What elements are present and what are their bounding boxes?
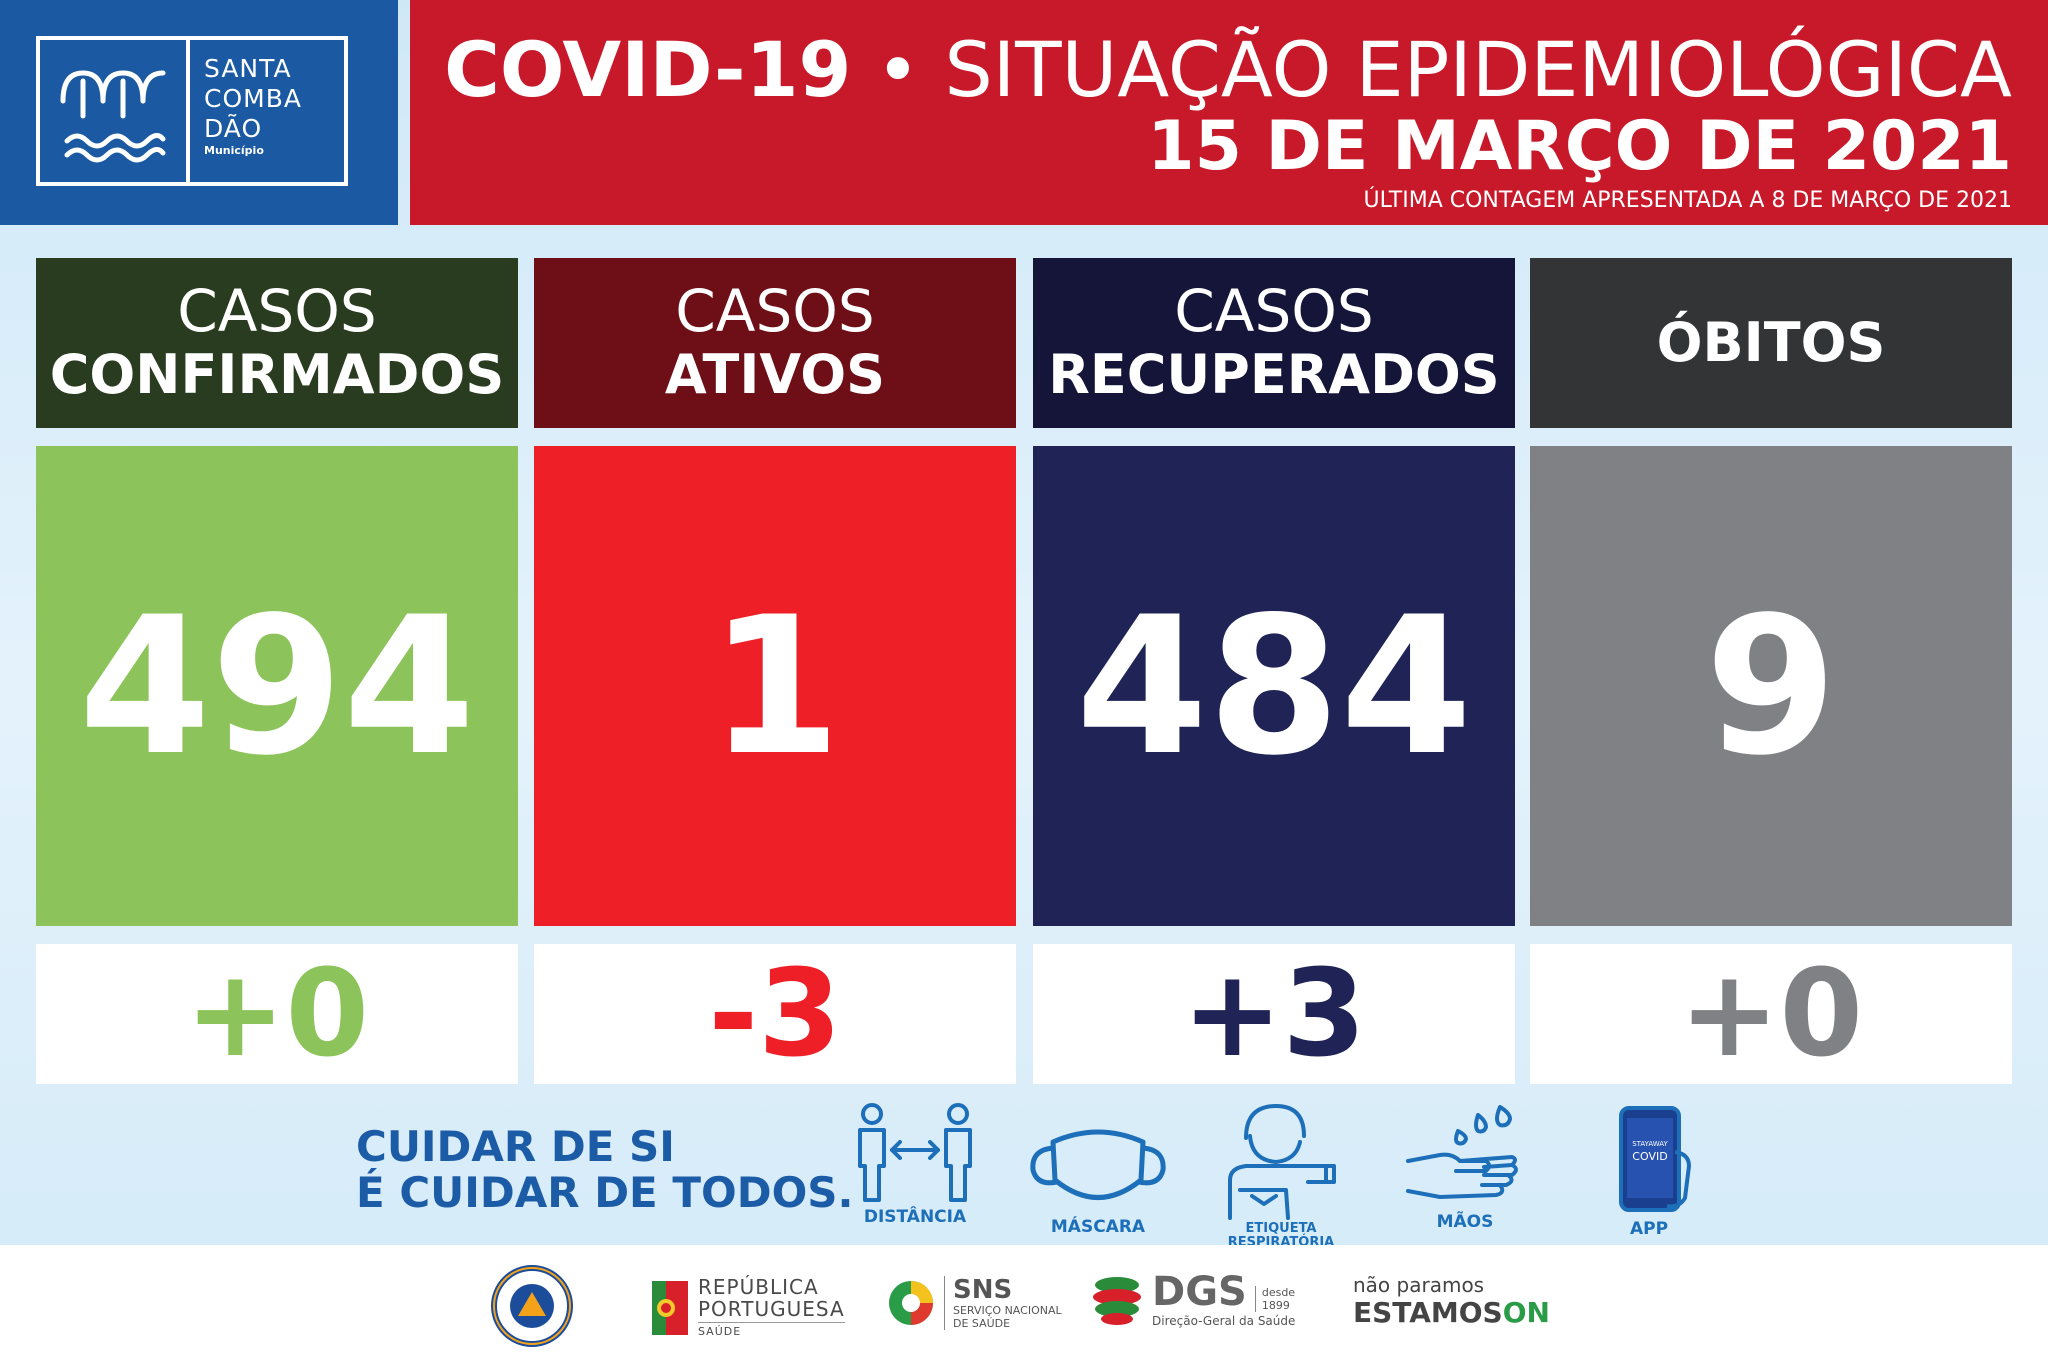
- republica-portuguesa-logo: REPÚBLICA PORTUGUESA SAÚDE: [652, 1276, 845, 1339]
- stat-header: CASOS RECUPERADOS: [1033, 258, 1515, 428]
- stat-delta: +3: [1033, 944, 1515, 1084]
- stat-label-line2: CONFIRMADOS: [49, 343, 505, 406]
- distance-icon: [858, 1103, 972, 1202]
- care-label: MÃOS: [1436, 1212, 1494, 1232]
- stat-delta: +0: [36, 944, 518, 1084]
- logo-subtitle: Município: [204, 144, 264, 157]
- republica-line2: PORTUGUESA: [698, 1297, 845, 1321]
- sns-title: SNS: [953, 1275, 1013, 1305]
- stat-label-line2: ÓBITOS: [1656, 311, 1886, 374]
- app-screen-line2: COVID: [1632, 1150, 1667, 1163]
- dgs-sub: Direção-Geral da Saúde: [1152, 1314, 1296, 1328]
- stat-value: 484: [1033, 446, 1515, 926]
- app-screen-line1: STAYAWAY: [1632, 1140, 1668, 1148]
- civil-protection-seal: [490, 1264, 574, 1348]
- title-bold: COVID-19: [444, 25, 852, 114]
- care-mask: MÁSCARA: [1023, 1120, 1173, 1236]
- header-banner: COVID-19 • SITUAÇÃO EPIDEMIOLÓGICA 15 DE…: [410, 0, 2048, 225]
- slogan-line1: CUIDAR DE SI: [356, 1122, 675, 1171]
- care-label: APP: [1629, 1219, 1669, 1239]
- stat-header: CASOS ATIVOS: [534, 258, 1016, 428]
- stat-value: 494: [36, 446, 518, 926]
- dgs-logo: DGS desde 1899 Direção-Geral da Saúde: [1090, 1272, 1295, 1328]
- page-title: COVID-19 • SITUAÇÃO EPIDEMIOLÓGICA: [410, 0, 2012, 110]
- report-date: 15 DE MARÇO DE 2021: [1147, 107, 2012, 186]
- title-rest: • SITUAÇÃO EPIDEMIOLÓGICA: [875, 25, 2012, 114]
- logo-name-line: DÃO: [204, 114, 263, 143]
- dgs-since-label: desde: [1261, 1286, 1296, 1299]
- dgs-since-year: 1899: [1261, 1299, 1290, 1312]
- sns-sub-line2: DE SAÚDE: [953, 1317, 1011, 1330]
- slogan: CUIDAR DE SI É CUIDAR DE TODOS.: [356, 1124, 854, 1216]
- republica-sub: SAÚDE: [698, 1322, 845, 1339]
- stat-delta: -3: [534, 944, 1016, 1084]
- municipality-logo: SANTA COMBA DÃO Município: [0, 0, 398, 225]
- slogan-line2: É CUIDAR DE TODOS.: [356, 1168, 854, 1217]
- estamos-on-logo: não paramos ESTAMOS ON: [1353, 1274, 1550, 1330]
- care-respiratory: ETIQUETA RESPIRATÓRIA: [1206, 1098, 1356, 1250]
- care-label: DISTÂNCIA: [863, 1207, 967, 1227]
- estamos-on: ON: [1502, 1296, 1550, 1329]
- stat-delta: +0: [1530, 944, 2012, 1084]
- stat-recovered: CASOS RECUPERADOS 484 +3: [1033, 258, 1515, 1084]
- respiratory-etiquette-icon: [1228, 1104, 1336, 1220]
- stat-deaths: ÓBITOS 9 +0: [1530, 258, 2012, 1084]
- sns-logo: SNS SERVIÇO NACIONAL DE SAÚDE: [886, 1276, 1062, 1330]
- stat-label-line1: CASOS: [177, 277, 377, 345]
- stat-label-line1: CASOS: [1174, 277, 1374, 345]
- stat-header: CASOS CONFIRMADOS: [36, 258, 518, 428]
- civil-protection-seal-icon: [491, 1265, 573, 1347]
- portuguese-flag-icon: [652, 1280, 688, 1335]
- stat-value: 1: [534, 446, 1016, 926]
- care-distance: DISTÂNCIA: [840, 1100, 990, 1226]
- care-app: STAYAWAY COVID APP: [1574, 1102, 1724, 1238]
- sns-sub-line1: SERVIÇO NACIONAL: [953, 1304, 1062, 1317]
- dgs-emblem-icon: [1093, 1277, 1141, 1325]
- stat-value: 9: [1530, 446, 2012, 926]
- stat-label-line1: CASOS: [675, 277, 875, 345]
- stat-label-line2: RECUPERADOS: [1048, 343, 1500, 406]
- logo-name-line: SANTA: [204, 54, 292, 83]
- hand-wash-icon: [1406, 1105, 1518, 1199]
- republica-line1: REPÚBLICA: [698, 1275, 819, 1299]
- stat-label-line2: ATIVOS: [664, 343, 886, 406]
- care-label: MÁSCARA: [1050, 1217, 1146, 1237]
- last-count-note: ÚLTIMA CONTAGEM APRESENTADA A 8 DE MARÇO…: [1363, 188, 2012, 213]
- stat-active: CASOS ATIVOS 1 -3: [534, 258, 1016, 1084]
- stat-confirmed: CASOS CONFIRMADOS 494 +0: [36, 258, 518, 1084]
- sns-emblem-icon: [889, 1281, 933, 1325]
- estamos-top: não paramos: [1353, 1273, 1485, 1297]
- footer: [0, 1245, 2048, 1365]
- estamos-main: ESTAMOS: [1353, 1296, 1503, 1329]
- dgs-title: DGS: [1152, 1269, 1247, 1315]
- mask-icon: [1030, 1129, 1166, 1200]
- care-hands: MÃOS: [1390, 1105, 1540, 1231]
- stat-header: ÓBITOS: [1530, 258, 2012, 428]
- phone-app-icon: STAYAWAY COVID: [1619, 1106, 1692, 1212]
- logo-name-line: COMBA: [204, 84, 302, 113]
- waves-logo-icon: [40, 40, 190, 182]
